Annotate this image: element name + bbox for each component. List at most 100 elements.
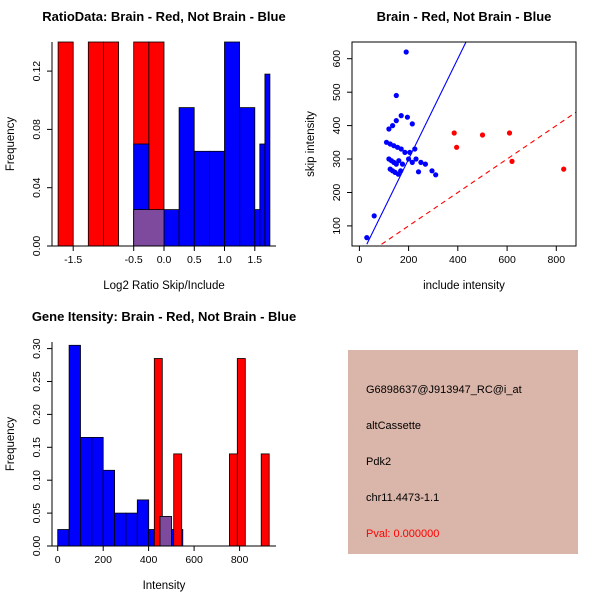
ratio-histogram-panel: RatioData: Brain - Red, Not Brain - Blue… — [0, 0, 300, 300]
probe-id: G6898637@J913947_RC@i_at — [366, 384, 522, 396]
overlap-hist-bar — [159, 515, 172, 547]
red-point — [454, 144, 460, 150]
overlap-hist-bar — [133, 209, 165, 247]
blue-hist-bar — [254, 209, 261, 247]
red-trend-line — [381, 111, 577, 245]
x-axis-label: include intensity — [423, 280, 505, 292]
red-hist-bar — [173, 453, 183, 547]
y-tick-label: 0.10 — [31, 470, 43, 491]
x-tick-label: 200 — [400, 254, 418, 266]
y-tick-label: 0.20 — [31, 404, 43, 425]
blue-point — [386, 126, 392, 132]
x-tick-label: 0 — [55, 554, 61, 566]
gene-symbol: Pdk2 — [366, 456, 392, 468]
x-tick-label: -0.5 — [125, 254, 143, 266]
blue-point — [393, 92, 399, 99]
y-tick-label: 500 — [331, 83, 343, 101]
blue-hist-bar — [178, 107, 195, 247]
x-tick-label: 400 — [140, 554, 158, 566]
blue-hist-bar — [264, 73, 271, 247]
blue-point — [371, 213, 377, 219]
blue-hist-bar — [224, 41, 241, 247]
chart-title: RatioData: Brain - Red, Not Brain - Blue — [42, 9, 285, 24]
y-tick-label: 0.08 — [31, 119, 43, 140]
y-tick-label: 0.00 — [31, 236, 43, 257]
blue-point — [415, 169, 422, 175]
blue-point — [399, 161, 406, 167]
gene-info-box: G6898637@J913947_RC@i_at altCassette Pdk… — [348, 350, 578, 554]
blue-point — [407, 149, 413, 155]
y-axis-label: Frequency — [5, 117, 17, 172]
blue-hist-bar — [163, 209, 180, 247]
x-tick-label: 0 — [356, 254, 362, 266]
y-tick-label: 0.12 — [31, 61, 43, 82]
intensity-scatter-canvas: Brain - Red, Not Brain - Blue 0 200 400 600 8… — [305, 9, 577, 292]
blue-point — [406, 156, 412, 162]
y-axis-label: skip intensity — [305, 111, 317, 177]
red-hist-bar — [87, 41, 104, 247]
y-tick-label: 300 — [331, 150, 343, 168]
blue-hist-bar — [102, 469, 115, 547]
blue-hist-bar — [114, 512, 127, 547]
blue-point — [390, 123, 396, 129]
blue-point — [429, 168, 435, 174]
gene-info-panel: G6898637@J913947_RC@i_at altCassette Pdk… — [300, 300, 600, 600]
y-tick-label: 0.30 — [31, 338, 43, 359]
x-tick-label: 0.5 — [187, 254, 202, 266]
blue-hist-bar — [193, 150, 210, 247]
red-point — [479, 132, 486, 138]
red-hist-bar — [228, 453, 238, 547]
blue-point — [404, 114, 410, 120]
blue-point — [409, 121, 415, 127]
x-tick-label: 800 — [548, 254, 566, 266]
plot-box — [351, 41, 577, 247]
y-tick-label: 600 — [331, 50, 343, 68]
y-tick-label: 400 — [331, 117, 343, 135]
blue-point — [413, 156, 419, 162]
x-tick-label: 1.0 — [217, 254, 232, 266]
blue-trend-line — [366, 41, 467, 245]
y-tick-label: 0.15 — [31, 437, 43, 458]
x-axis-label: Log2 Ratio Skip/Include — [103, 280, 224, 292]
y-axis-label: Frequency — [5, 417, 17, 472]
blue-hist-bar — [91, 436, 104, 547]
x-tick-label: -1.5 — [64, 254, 82, 266]
blue-point — [403, 49, 409, 55]
intensity-scatter-panel: Brain - Red, Not Brain - Blue 0 200 400 600 8… — [300, 0, 600, 300]
blue-hist-bar — [68, 344, 81, 547]
x-tick-label: 600 — [498, 254, 516, 266]
ratio-histogram-canvas: RatioData: Brain - Red, Not Brain - Blue… — [5, 9, 286, 292]
red-point — [451, 130, 457, 136]
y-tick-label: 0.25 — [31, 371, 43, 392]
blue-hist-bar — [125, 512, 138, 547]
red-hist-bar — [57, 41, 74, 247]
blue-hist-bar — [57, 529, 70, 547]
blue-point — [418, 159, 424, 165]
red-point — [506, 130, 513, 136]
pval-text: Pval: 0.000000 — [366, 528, 440, 540]
blue-point — [398, 168, 404, 174]
x-tick-label: 400 — [449, 254, 467, 266]
blue-point — [396, 158, 402, 164]
x-tick-label: 800 — [231, 554, 249, 566]
x-tick-label: 600 — [185, 554, 203, 566]
y-tick-label: 0.04 — [31, 177, 43, 198]
blue-point — [398, 113, 404, 119]
blue-hist-bar — [259, 143, 266, 247]
gene-intensity-histogram-canvas: Gene Itensity: Brain - Red, Not Brain - … — [5, 309, 296, 592]
blue-point — [364, 235, 370, 241]
blue-hist-bar — [136, 499, 150, 547]
red-hist-bar — [103, 41, 120, 247]
x-tick-label: 0.0 — [157, 254, 172, 266]
splice-event-type: altCassette — [366, 420, 422, 432]
gene-intensity-histogram-panel: Gene Itensity: Brain - Red, Not Brain - … — [0, 300, 300, 600]
y-tick-label: 0.05 — [31, 503, 43, 524]
blue-point — [409, 159, 415, 165]
x-tick-label: 200 — [94, 554, 112, 566]
blue-hist-bar — [80, 436, 93, 547]
blue-point — [412, 146, 418, 152]
y-tick-label: 0.00 — [31, 536, 43, 557]
chart-title: Gene Itensity: Brain - Red, Not Brain - … — [32, 309, 296, 324]
blue-point — [433, 172, 439, 178]
